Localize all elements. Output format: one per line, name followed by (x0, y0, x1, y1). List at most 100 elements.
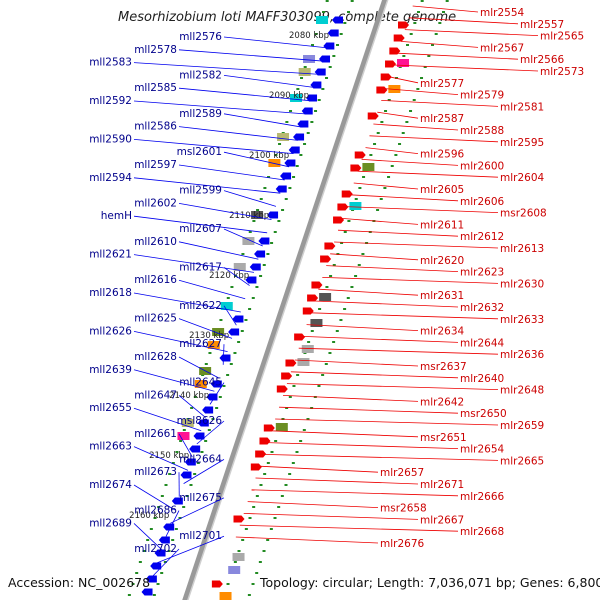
reverse-gene-arrow (280, 172, 292, 180)
tick-mark (420, 77, 424, 79)
left-gene-label: mll2578 (134, 44, 177, 56)
gene-feature-box (251, 211, 264, 219)
tick-mark (252, 220, 256, 222)
right-callout-line (404, 29, 539, 36)
tick-mark (310, 330, 314, 332)
tick-mark (379, 198, 383, 200)
tick-mark (230, 286, 234, 288)
reverse-gene-arrow (171, 497, 183, 505)
tick-mark (288, 396, 292, 398)
left-gene-label: mll2617 (179, 261, 222, 273)
tick-mark (204, 363, 208, 365)
tick-mark (274, 440, 278, 442)
gene-feature-box (310, 319, 323, 327)
tick-mark (402, 55, 406, 57)
right-gene-label: mlr2611 (420, 219, 464, 231)
forward-gene-arrow (393, 34, 405, 42)
tick-mark (263, 187, 267, 189)
left-gene-label: mll2663 (89, 441, 132, 453)
reverse-gene-arrow (332, 16, 344, 24)
tick-mark (278, 143, 282, 145)
tick-mark (332, 341, 336, 343)
right-callout-line (322, 277, 499, 284)
right-callout-line (365, 147, 419, 154)
tick-mark (303, 143, 307, 145)
tick-mark (244, 528, 248, 530)
tick-mark (160, 495, 164, 497)
tick-mark (412, 99, 416, 101)
tick-mark (318, 308, 322, 310)
right-gene-label: mlr2640 (460, 373, 504, 385)
tick-mark (343, 308, 347, 310)
left-gene-label: mll2599 (179, 185, 222, 197)
left-callout-line (223, 151, 290, 168)
tick-mark (251, 583, 255, 585)
tick-mark (335, 330, 339, 332)
right-gene-label: mlr2579 (460, 90, 504, 102)
tick-mark (357, 264, 361, 266)
right-callout-line (345, 206, 499, 213)
tick-mark (434, 33, 438, 35)
tick-mark (328, 66, 332, 68)
gene-feature-box (194, 380, 207, 388)
gene-feature-box (298, 68, 311, 76)
tick-mark (185, 495, 189, 497)
tick-mark (295, 165, 299, 167)
tick-mark (167, 550, 171, 552)
forward-gene-arrow (211, 580, 223, 588)
tick-mark (237, 341, 241, 343)
right-callout-line (412, 5, 479, 13)
reverse-gene-arrow (232, 315, 244, 323)
tick-mark (405, 121, 409, 123)
tick-mark (346, 297, 350, 299)
left-gene-label: mll2701 (179, 530, 222, 542)
tick-mark (171, 539, 175, 541)
reverse-gene-arrow (158, 536, 170, 544)
right-callout-line (314, 300, 459, 308)
tick-mark (416, 88, 420, 90)
tick-mark (299, 440, 303, 442)
right-callout-line (334, 241, 499, 249)
left-gene-label: mll2589 (179, 108, 222, 120)
tick-mark (244, 319, 248, 321)
left-gene-label: mll2655 (89, 402, 132, 414)
right-gene-label: msr2608 (500, 208, 547, 220)
tick-mark (226, 583, 230, 585)
tick-mark (248, 517, 252, 519)
right-gene-label: mlr2671 (420, 479, 464, 491)
tick-mark (138, 561, 142, 563)
tick-mark (387, 176, 391, 178)
left-callout-line (223, 36, 329, 49)
tick-mark (332, 55, 336, 57)
tick-mark (322, 11, 326, 13)
tick-mark (409, 33, 413, 35)
right-gene-label: mlr2659 (500, 420, 544, 432)
tick-mark (208, 352, 212, 354)
gene-feature-box (362, 163, 375, 171)
reverse-gene-arrow (180, 471, 192, 479)
right-gene-label: mlr2632 (460, 302, 504, 314)
left-callout-line (133, 100, 307, 115)
tick-mark (329, 275, 333, 277)
tick-mark (306, 132, 310, 134)
left-callout-line (178, 356, 219, 379)
reverse-gene-arrow (210, 380, 222, 388)
kbp-marker: 2150 kbp (149, 451, 189, 461)
tick-mark (207, 429, 211, 431)
tick-mark (380, 121, 384, 123)
left-gene-label: mll2621 (89, 249, 132, 261)
tick-mark (266, 253, 270, 255)
tick-mark (387, 99, 391, 101)
left-callout-line (209, 382, 225, 405)
left-callout-line (133, 446, 189, 471)
left-callout-line (183, 459, 225, 484)
tick-mark (168, 473, 172, 475)
tick-mark (178, 517, 182, 519)
right-callout-line (373, 123, 459, 131)
tick-mark (135, 572, 139, 574)
right-callout-line (337, 229, 459, 237)
right-gene-label: mlr2665 (500, 455, 544, 467)
tick-mark (157, 506, 161, 508)
left-callout-line (133, 331, 228, 352)
tick-mark (193, 473, 197, 475)
